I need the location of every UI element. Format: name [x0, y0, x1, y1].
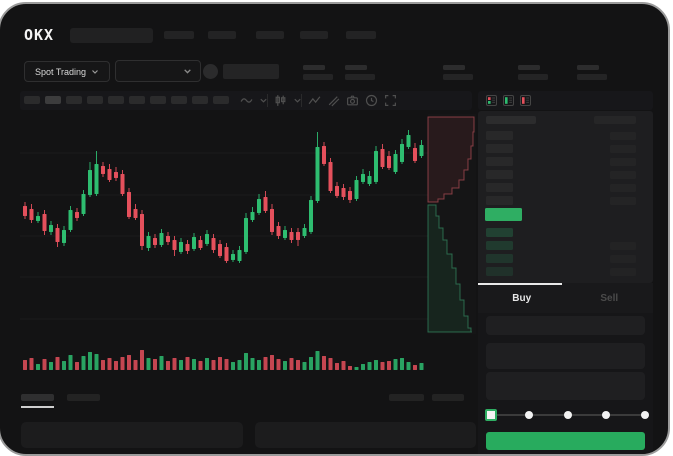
- pair-title-placeholder: [223, 64, 279, 79]
- timeframe-button[interactable]: [108, 96, 124, 104]
- timeframe-button[interactable]: [87, 96, 103, 104]
- ask-price-placeholder: [486, 183, 513, 192]
- line-style-icon[interactable]: [240, 94, 253, 107]
- timeframe-button[interactable]: [171, 96, 187, 104]
- stat-label-placeholder: [443, 65, 465, 70]
- orders-panel: [21, 422, 243, 448]
- bottom-action-placeholder[interactable]: [389, 394, 424, 401]
- bid-price-placeholder: [486, 228, 513, 237]
- stat-label-placeholder: [303, 65, 325, 70]
- ask-amount-placeholder: [610, 132, 636, 140]
- ask-amount-placeholder: [610, 184, 636, 192]
- chevron-down-icon[interactable]: [291, 94, 304, 107]
- orderbook-header-placeholder: [594, 116, 636, 124]
- amount-input[interactable]: [486, 343, 645, 369]
- pair-selector-dropdown[interactable]: [115, 60, 201, 82]
- ask-price-placeholder: [486, 144, 513, 153]
- fullscreen-icon[interactable]: [384, 94, 397, 107]
- stat-value-placeholder: [345, 74, 375, 80]
- history-panel: [255, 422, 476, 448]
- slider-stop[interactable]: [641, 411, 649, 419]
- price-chart[interactable]: [0, 4, 670, 456]
- order-book: [478, 111, 653, 283]
- bottom-tab-active[interactable]: [21, 394, 54, 401]
- timeframe-button[interactable]: [150, 96, 166, 104]
- stat-label-placeholder: [345, 65, 367, 70]
- nav-item-placeholder[interactable]: [164, 31, 194, 39]
- camera-icon[interactable]: [346, 94, 359, 107]
- ask-price-placeholder: [486, 157, 513, 166]
- stat-value-placeholder: [443, 74, 473, 80]
- chevron-down-icon: [91, 68, 99, 76]
- ask-amount-placeholder: [610, 197, 636, 205]
- chevron-down-icon: [183, 67, 192, 76]
- book-combined-icon[interactable]: [486, 95, 497, 106]
- ask-price-placeholder: [486, 170, 513, 179]
- timeframe-button[interactable]: [66, 96, 82, 104]
- timeframe-button[interactable]: [129, 96, 145, 104]
- ask-amount-placeholder: [610, 145, 636, 153]
- ask-price-placeholder: [486, 131, 513, 140]
- bid-amount-placeholder: [610, 242, 636, 250]
- stat-label-placeholder: [518, 65, 540, 70]
- history-icon[interactable]: [365, 94, 378, 107]
- indicators-icon[interactable]: [308, 94, 321, 107]
- toolbar-divider: [267, 94, 268, 107]
- bid-price-placeholder: [486, 267, 513, 276]
- market-type-dropdown[interactable]: Spot Trading: [24, 61, 110, 82]
- bottom-tab-underline: [21, 406, 54, 408]
- buy-tab-label: Buy: [512, 292, 532, 304]
- bid-price-placeholder: [486, 241, 513, 250]
- book-bids-icon[interactable]: [503, 95, 514, 106]
- timeframe-button[interactable]: [45, 96, 61, 104]
- slider-stop[interactable]: [563, 411, 572, 419]
- stat-value-placeholder: [518, 74, 548, 80]
- avatar[interactable]: [203, 64, 218, 79]
- slider-stop[interactable]: [602, 411, 611, 419]
- bottom-tab[interactable]: [67, 394, 100, 401]
- ask-amount-placeholder: [610, 158, 636, 166]
- trade-tabs: Buy Sell: [478, 283, 653, 313]
- timeframe-button[interactable]: [24, 96, 40, 104]
- chevron-down-icon[interactable]: [257, 94, 270, 107]
- stat-value-placeholder: [577, 74, 607, 80]
- buy-submit-button[interactable]: [486, 432, 645, 450]
- stat-value-placeholder: [303, 74, 333, 80]
- bid-price-placeholder: [486, 254, 513, 263]
- tab-sell[interactable]: Sell: [566, 283, 654, 313]
- okx-logo: OKX: [24, 26, 55, 44]
- candle-type-icon[interactable]: [274, 94, 287, 107]
- price-input[interactable]: [486, 316, 645, 335]
- toolbar-divider: [301, 94, 302, 107]
- ask-price-placeholder: [486, 196, 513, 205]
- sell-tab-label: Sell: [600, 292, 619, 304]
- timeframe-button[interactable]: [213, 96, 229, 104]
- last-price-highlight[interactable]: [485, 208, 522, 221]
- timeframe-button[interactable]: [192, 96, 208, 104]
- nav-item-placeholder[interactable]: [208, 31, 236, 39]
- slider-handle-active[interactable]: [485, 409, 497, 421]
- slider-stop[interactable]: [524, 411, 533, 419]
- bottom-action-placeholder[interactable]: [432, 394, 464, 401]
- stat-label-placeholder: [577, 65, 599, 70]
- total-input[interactable]: [486, 372, 645, 400]
- active-tab-indicator: [478, 283, 562, 285]
- nav-item-placeholder[interactable]: [346, 31, 376, 39]
- ask-amount-placeholder: [610, 171, 636, 179]
- tab-buy[interactable]: Buy: [478, 283, 566, 313]
- orderbook-header-placeholder: [486, 116, 536, 124]
- compare-icon[interactable]: [327, 94, 340, 107]
- search-bar-placeholder[interactable]: [70, 28, 153, 43]
- market-type-label: Spot Trading: [34, 66, 87, 77]
- nav-item-placeholder[interactable]: [256, 31, 284, 39]
- book-asks-icon[interactable]: [520, 95, 531, 106]
- bid-amount-placeholder: [610, 255, 636, 263]
- order-form: [478, 313, 653, 454]
- bid-amount-placeholder: [610, 268, 636, 276]
- nav-item-placeholder[interactable]: [300, 31, 328, 39]
